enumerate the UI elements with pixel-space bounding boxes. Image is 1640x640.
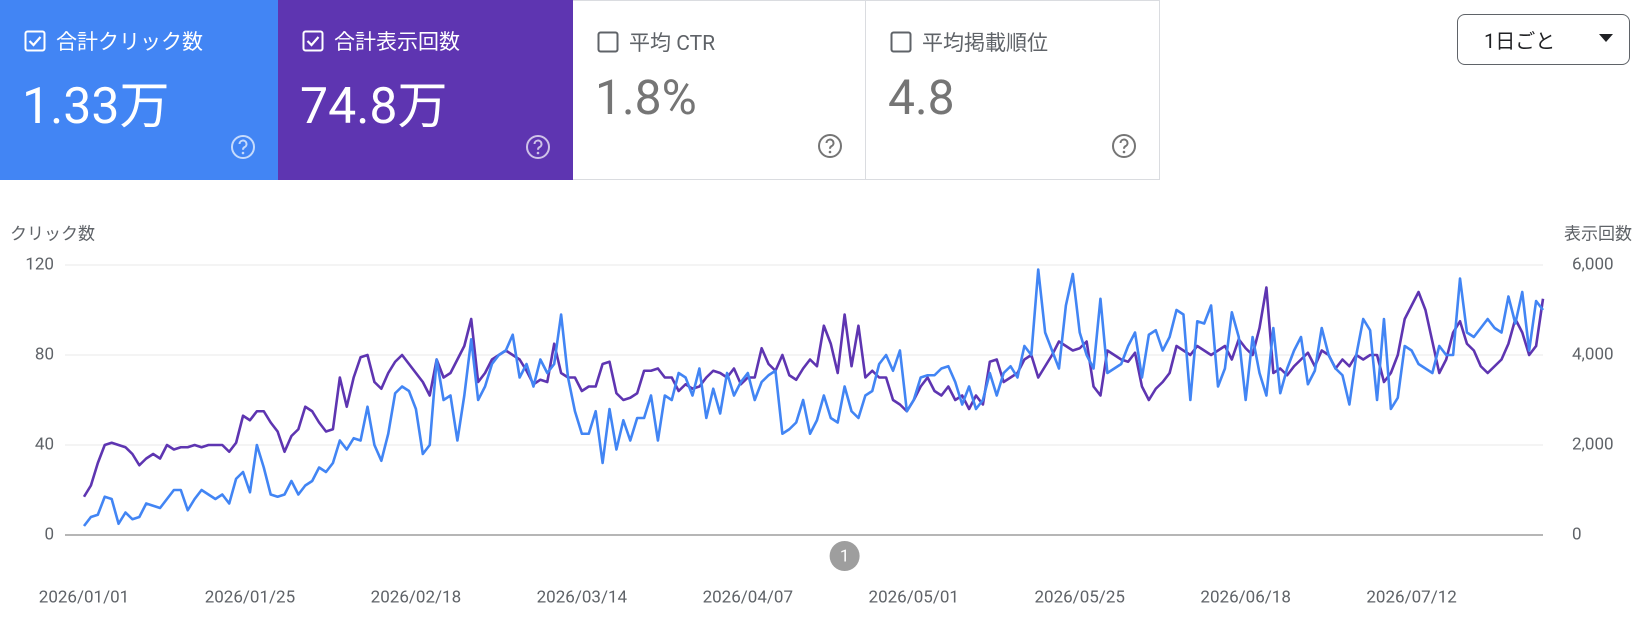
x-tick-label: 2026/02/18 — [371, 587, 461, 607]
x-tick-label: 2026/06/18 — [1200, 587, 1290, 607]
dropdown-arrow — [1599, 34, 1613, 42]
checkbox[interactable] — [890, 31, 912, 53]
card-label-row: 合計表示回数 — [302, 26, 460, 56]
checkbox[interactable] — [24, 30, 46, 52]
y2-tick-label: 6,000 — [1572, 254, 1614, 274]
annotation-label: 1 — [840, 546, 850, 566]
card-value: 74.8万 — [300, 78, 448, 136]
metric-cards: 合計クリック数 1.33万 合計表示回数 74.8万 平均 CTR 1.8% 平… — [0, 0, 1160, 180]
granularity-dropdown[interactable]: 1日ごと — [1457, 14, 1630, 65]
y2-tick-label: 0 — [1572, 524, 1582, 544]
card-label: 平均掲載順位 — [922, 32, 1048, 56]
card-label: 合計表示回数 — [334, 31, 460, 55]
checkbox[interactable] — [597, 31, 619, 53]
card-label: 合計クリック数 — [56, 31, 203, 55]
help-icon[interactable] — [525, 134, 551, 160]
card-value: 1.8% — [595, 69, 697, 126]
x-tick-label: 2026/05/01 — [869, 587, 959, 607]
y-tick-label: 0 — [44, 524, 54, 544]
card-label-row: 平均 CTR — [597, 27, 715, 57]
series-line — [82, 268, 1545, 527]
card-label-row: 平均掲載順位 — [890, 27, 1048, 57]
x-tick-label: 2026/05/25 — [1034, 587, 1124, 607]
y-axis-title: クリック数 — [10, 224, 95, 244]
y-tick-label: 120 — [25, 254, 54, 274]
x-tick-label: 2026/07/12 — [1366, 587, 1456, 607]
dropdown-label: 1日ごと — [1484, 29, 1556, 53]
metric-card[interactable]: 合計クリック数 1.33万 — [0, 0, 278, 180]
x-tick-label: 2026/04/07 — [703, 587, 793, 607]
x-tick-label: 2026/03/14 — [537, 587, 628, 607]
checkbox[interactable] — [302, 30, 324, 52]
series-line — [82, 286, 1545, 498]
y2-tick-label: 4,000 — [1572, 344, 1614, 364]
x-tick-label: 2026/01/25 — [205, 587, 295, 607]
y-tick-label: 40 — [35, 434, 54, 454]
card-label: 平均 CTR — [629, 32, 716, 56]
help-icon[interactable] — [230, 134, 256, 160]
y2-axis-title: 表示回数 — [1564, 224, 1632, 244]
x-tick-label: 2026/01/01 — [39, 587, 129, 607]
help-icon[interactable] — [817, 133, 843, 159]
card-value: 4.8 — [888, 69, 955, 126]
card-label-row: 合計クリック数 — [24, 26, 203, 56]
y-tick-label: 80 — [35, 344, 54, 364]
help-icon[interactable] — [1111, 133, 1137, 159]
annotation-marker — [829, 541, 860, 571]
card-value: 1.33万 — [22, 78, 170, 136]
y2-tick-label: 2,000 — [1572, 434, 1614, 454]
metric-card[interactable]: 平均掲載順位 4.8 — [866, 0, 1160, 180]
metric-card[interactable]: 合計表示回数 74.8万 — [278, 0, 573, 180]
metric-card[interactable]: 平均 CTR 1.8% — [573, 0, 866, 180]
